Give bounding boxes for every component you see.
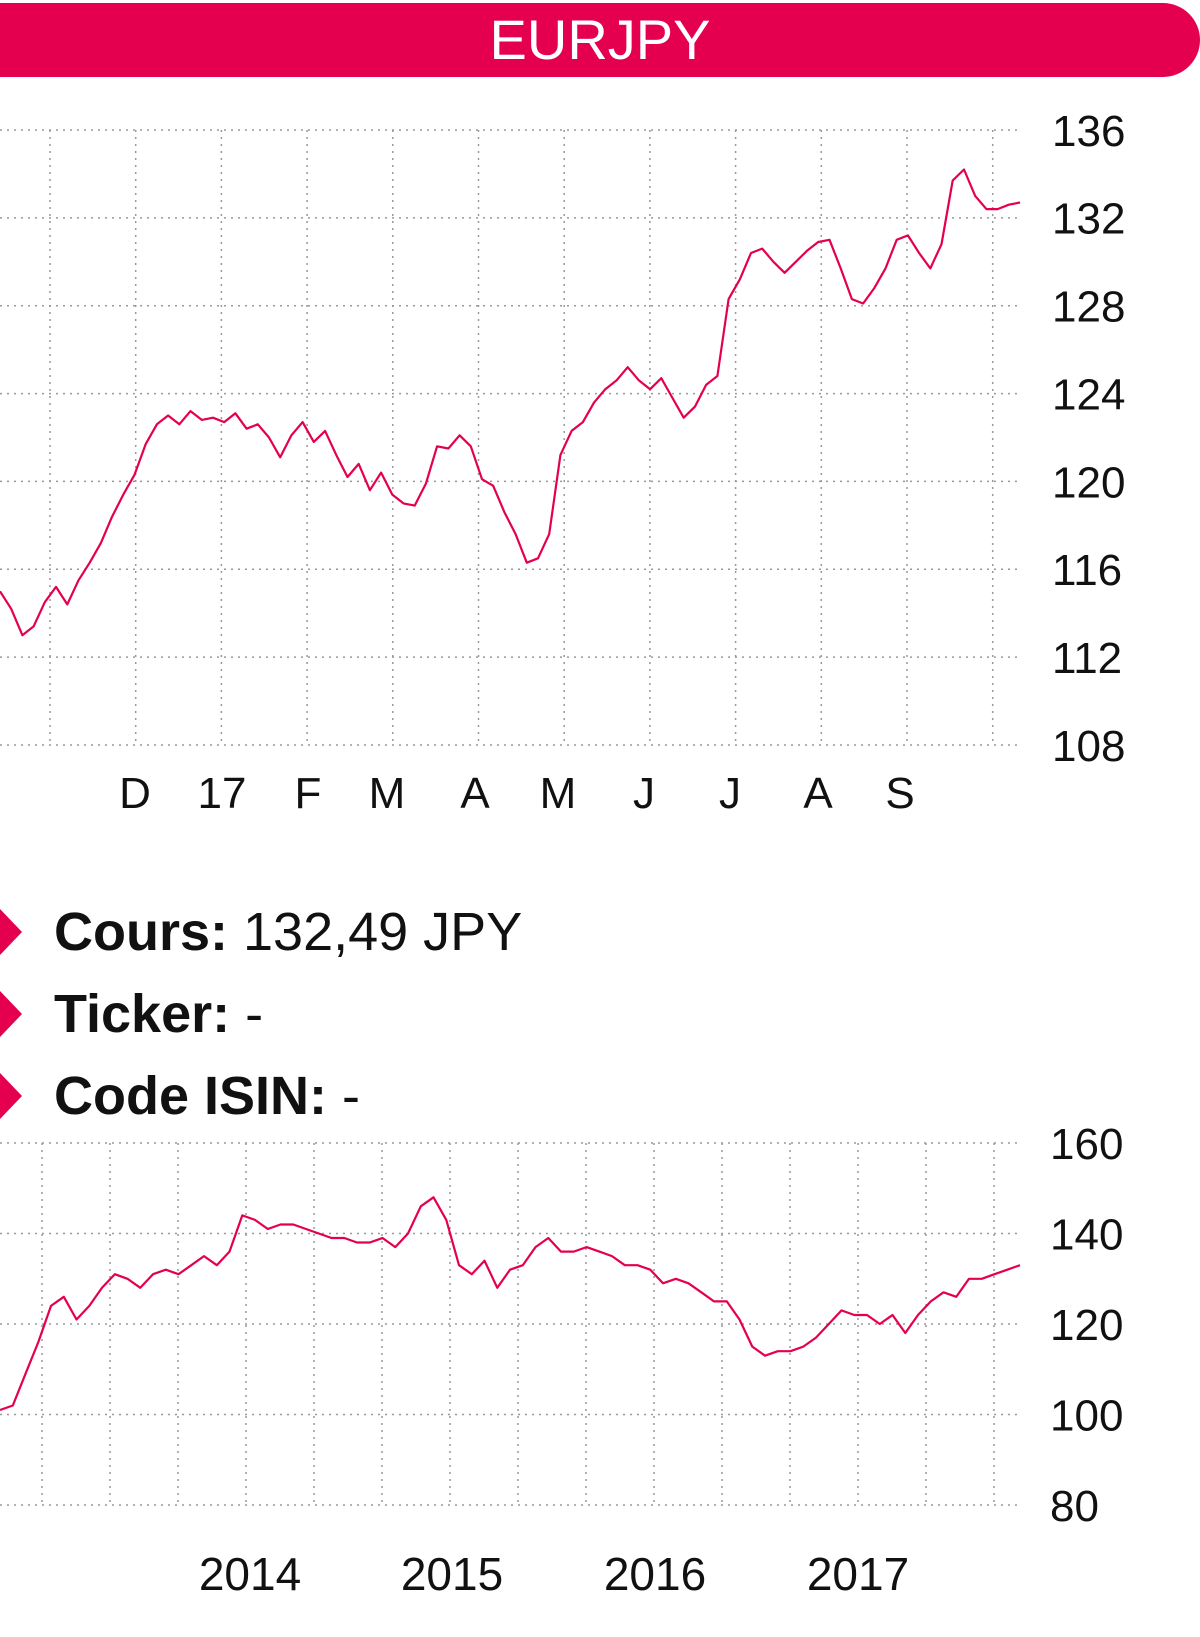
- y-tick-label: 128: [1052, 283, 1125, 332]
- y-tick-label: 136: [1052, 107, 1125, 156]
- price-value: 132,49 JPY: [243, 902, 523, 962]
- series-line: [0, 1196, 1021, 1412]
- isin-label: Code ISIN:: [54, 1066, 328, 1126]
- y-tick-label: 124: [1052, 370, 1125, 419]
- price-line: [0, 1196, 1021, 1412]
- y-tick-label: 120: [1050, 1301, 1123, 1350]
- grid: [0, 1142, 1020, 1506]
- x-tick-label: M: [540, 769, 577, 818]
- y-tick-label: 132: [1052, 195, 1125, 244]
- y-tick-label: 120: [1052, 458, 1125, 507]
- y-tick-label: 80: [1050, 1482, 1099, 1531]
- y-axis-labels: 136 132 128 124 120 116 112 108: [1052, 107, 1125, 771]
- arrow-bullet-icon: [0, 1073, 22, 1119]
- x-axis-labels: 2014 2015 2016 2017: [199, 1548, 909, 1600]
- x-tick-label: J: [719, 769, 741, 818]
- y-tick-label: 116: [1052, 546, 1122, 595]
- title-banner: EURJPY: [0, 3, 1200, 77]
- x-axis-labels: D 17 F M A M J J A S: [119, 769, 915, 818]
- x-tick-label: J: [633, 769, 655, 818]
- x-tick-label: D: [119, 769, 151, 818]
- ticker-value: -: [245, 984, 264, 1044]
- x-tick-label: A: [803, 769, 833, 818]
- chart-title: EURJPY: [489, 8, 711, 71]
- x-tick-label: M: [369, 769, 406, 818]
- grid: [0, 129, 1020, 746]
- y-tick-label: 112: [1052, 634, 1122, 683]
- x-tick-label: 2017: [807, 1548, 909, 1600]
- x-tick-label: F: [295, 769, 322, 818]
- x-tick-label: 2014: [199, 1548, 301, 1600]
- arrow-bullet-icon: [0, 991, 22, 1037]
- x-tick-label: A: [460, 769, 490, 818]
- x-tick-label: 2016: [604, 1548, 706, 1600]
- x-tick-label: S: [885, 769, 914, 818]
- arrow-bullet-icon: [0, 909, 22, 955]
- price-row: Cours: 132,49 JPY: [0, 895, 1200, 977]
- x-tick-label: 2015: [401, 1548, 503, 1600]
- isin-value: -: [342, 1066, 361, 1126]
- y-tick-label: 140: [1050, 1210, 1123, 1259]
- ticker-row: Ticker: -: [0, 977, 1200, 1059]
- isin-row: Code ISIN: -: [0, 1059, 1200, 1141]
- price-label: Cours:: [54, 902, 228, 962]
- y-tick-label: 100: [1050, 1391, 1123, 1440]
- y-tick-label: 108: [1052, 722, 1125, 771]
- price-line: [0, 168, 1021, 637]
- x-tick-label: 17: [198, 769, 247, 818]
- series-line: [0, 168, 1021, 637]
- info-panel: Cours: 132,49 JPY Ticker: - Code ISIN: -: [0, 895, 1200, 1141]
- ticker-label: Ticker:: [54, 984, 231, 1044]
